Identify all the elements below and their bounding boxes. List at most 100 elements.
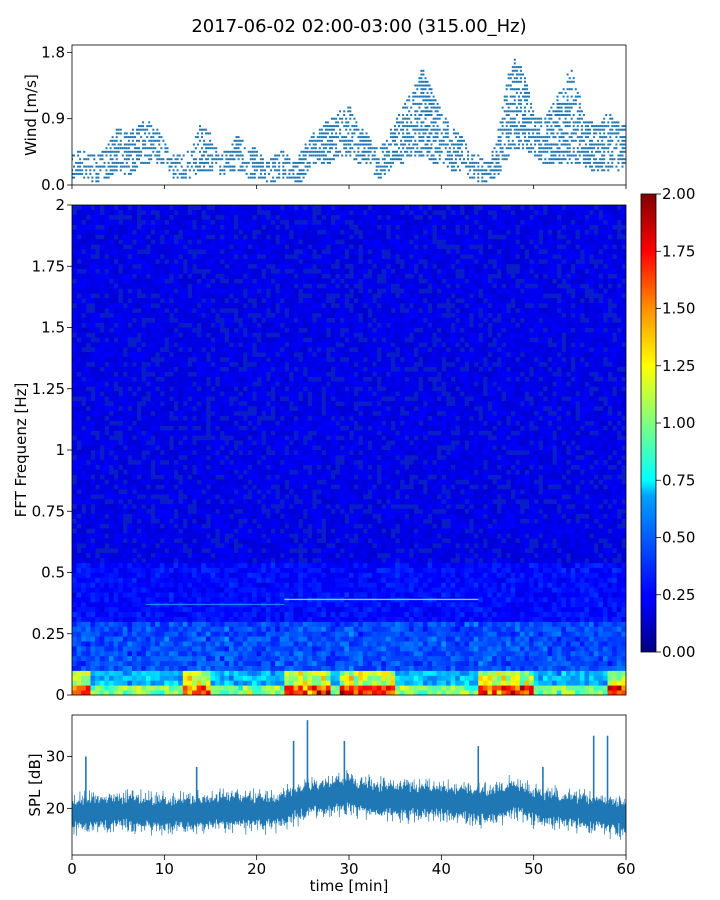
wind-point [599, 128, 602, 131]
spectrogram-cell [215, 283, 221, 289]
wind-point [481, 172, 484, 175]
spectrogram-cell [136, 567, 142, 573]
spectrogram-cell [173, 665, 179, 671]
spectrogram-cell [85, 650, 91, 657]
spectrogram-cell [95, 288, 101, 294]
spectrogram-cell [219, 337, 225, 343]
wind-point [239, 165, 242, 168]
wind-point [558, 91, 561, 94]
spectrogram-cell [122, 229, 128, 235]
spectrogram-cell [132, 641, 138, 647]
spectrogram-cell [113, 303, 119, 309]
spectrogram-cell [228, 621, 234, 627]
wind-point [324, 125, 327, 128]
spectrogram-cell [155, 322, 161, 328]
spectrogram-cell [118, 229, 124, 235]
spectrogram-cell [205, 342, 211, 348]
spectrogram-cell [210, 342, 216, 348]
spectrogram-cell [173, 489, 179, 495]
spectrogram-cell [136, 611, 142, 617]
wind-point [369, 150, 372, 153]
wind-point [528, 117, 530, 120]
spectrogram-cell [215, 420, 221, 426]
spectrogram-cell [219, 685, 225, 691]
spectrogram-cell [145, 479, 151, 485]
spectrogram-cell [210, 528, 216, 534]
spectrogram-cell [127, 660, 133, 666]
spectrogram-cell [219, 646, 225, 652]
spectrogram-cell [205, 371, 211, 377]
spectrogram-cell [81, 391, 87, 397]
spectrogram-cell [76, 606, 82, 613]
wind-point [603, 128, 606, 131]
wind-point [398, 114, 400, 116]
wind-point [560, 150, 563, 153]
wind-point [564, 132, 567, 135]
wind-point [540, 154, 543, 157]
spectrogram-cell [196, 430, 202, 436]
spectrogram-cell [155, 626, 161, 632]
spectrogram-cell [95, 503, 101, 510]
spectrogram-cell [113, 425, 119, 431]
wind-point [318, 150, 321, 153]
spectrogram-cell [187, 327, 193, 333]
spectrogram-cell [132, 523, 138, 529]
wind-point [593, 125, 596, 128]
spectrogram-cell [72, 572, 78, 578]
spectrogram-cell [95, 401, 101, 407]
spectrogram-cell [118, 592, 124, 598]
spectrogram-cell [215, 396, 221, 402]
wind-point [209, 169, 212, 172]
wind-point [333, 128, 335, 131]
wind-point [593, 154, 596, 157]
wind-point [138, 125, 140, 128]
spectrogram-cell [178, 543, 184, 549]
spectrogram-cell [228, 352, 234, 358]
wind-point [552, 121, 555, 124]
wind-point [131, 165, 134, 168]
spectrogram-cell [132, 205, 138, 211]
spectrogram-cell [233, 401, 239, 407]
wind-point [617, 154, 620, 157]
spectrogram-cell [205, 312, 211, 319]
spectrogram-cell [159, 665, 165, 671]
wind-point [511, 102, 514, 105]
wind-point [138, 150, 140, 153]
spectrogram-cell [90, 523, 96, 529]
wind-point [326, 128, 329, 131]
wind-point [471, 158, 474, 161]
wind-point [444, 147, 447, 150]
spectrogram-cell [233, 322, 239, 328]
wind-point [599, 136, 602, 139]
wind-point [424, 84, 427, 87]
wind-point [513, 117, 516, 120]
spectrogram-cell [72, 508, 78, 515]
wind-point [509, 128, 512, 131]
spectrogram-cell [145, 376, 151, 382]
wind-point [566, 150, 569, 153]
wind-point [312, 132, 315, 135]
spectrogram-cell [224, 577, 230, 583]
wind-point [615, 143, 618, 146]
spectrogram-cell [182, 675, 188, 681]
wind-point [72, 172, 73, 175]
spectrogram-cell [122, 601, 128, 608]
spectrogram-cell [90, 401, 96, 407]
wind-point [312, 150, 315, 153]
spectrogram-cell [141, 214, 147, 221]
spectrogram-cell [85, 518, 91, 524]
spectrogram-cell [233, 621, 239, 627]
spectrogram-cell [164, 288, 170, 294]
spectrogram-cell [90, 636, 96, 642]
spectrogram-cell [95, 675, 101, 681]
spectrogram-cell [145, 597, 151, 603]
wind-point [465, 143, 468, 146]
spectrogram-cell [210, 557, 216, 564]
spectrogram-cell [150, 636, 156, 642]
spectrogram-cell [173, 337, 179, 343]
spectrogram-cell [72, 636, 78, 642]
wind-point [219, 172, 222, 175]
spectrogram-cell [72, 273, 78, 279]
spectrogram-cell [72, 484, 78, 490]
